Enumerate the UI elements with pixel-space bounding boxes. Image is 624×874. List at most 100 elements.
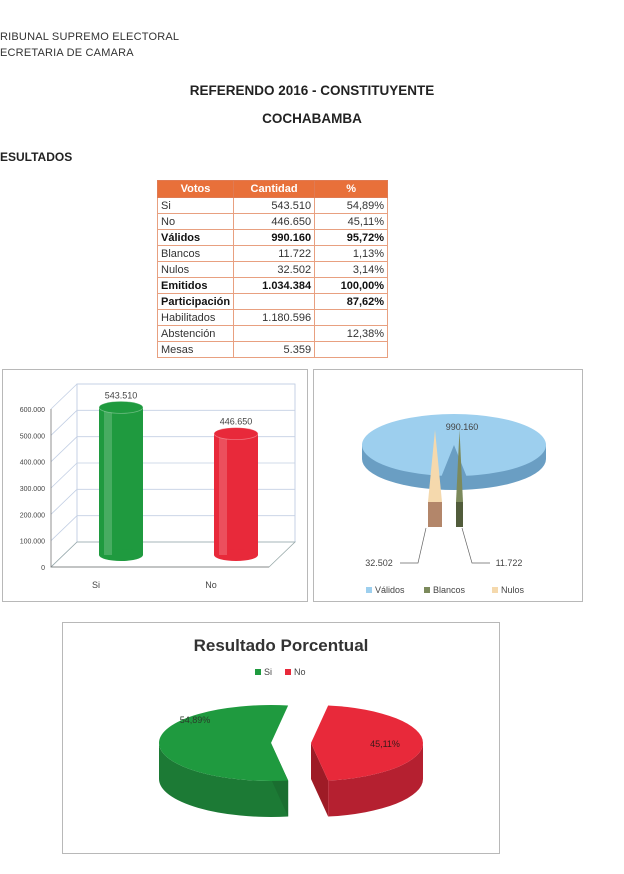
y-tick-label: 200.000 — [20, 512, 45, 519]
bar-top — [213, 427, 259, 441]
org-department: ECRETARIA DE CAMARA — [0, 47, 134, 59]
y-tick-label: 100.000 — [20, 539, 45, 546]
pie-slice-side — [159, 743, 289, 817]
pie-slice-side — [328, 743, 423, 817]
legend-entry: Si — [264, 667, 272, 677]
pie-slice — [158, 705, 289, 781]
row-label: No — [156, 213, 235, 230]
bar-highlight — [104, 407, 112, 555]
row-cantidad: 1.034.384 — [233, 277, 316, 294]
row-label: Emitidos — [156, 277, 235, 294]
header-percent: % — [314, 180, 389, 198]
bar-chart-canvas: 0 100.000 200.000 300.000 400.000 500.000 600.… — [20, 383, 296, 590]
row-cantidad — [233, 293, 316, 310]
row-label: Habilitados — [156, 309, 235, 326]
pie-chart-canvas: 990.160 32.502 11.722 Válidos Blancos Nulos — [362, 414, 546, 595]
row-cantidad — [233, 325, 316, 342]
header-votos: Votos — [156, 180, 235, 198]
table-row: No 446.650 45,11% — [156, 213, 389, 230]
row-cantidad: 543.510 — [233, 197, 316, 214]
row-percent — [314, 341, 389, 358]
votes-bar-chart: 0 100.000 200.000 300.000 400.000 500.000 600.… — [2, 369, 308, 602]
leader-line — [461, 527, 490, 564]
table-row: Nulos 32.502 3,14% — [156, 261, 389, 278]
legend-entry: No — [294, 667, 306, 677]
table-row: Válidos 990.160 95,72% — [156, 229, 389, 246]
percentage-pie-chart: Resultado Porcentual Si No 54,89% 45,11% — [62, 622, 500, 854]
bar-data-label: 543.510 — [105, 390, 138, 400]
table-row: Mesas 5.359 — [156, 341, 389, 358]
table-row: Emitidos 1.034.384 100,00% — [156, 277, 389, 294]
bar-highlight — [219, 433, 227, 555]
row-cantidad: 1.180.596 — [233, 309, 316, 326]
x-tick-label: Si — [92, 580, 100, 590]
page-subtitle: COCHABAMBA — [262, 111, 362, 126]
bar-data-label: 446.650 — [220, 417, 253, 427]
row-label: Blancos — [156, 245, 235, 262]
pie-slice-side — [428, 502, 442, 527]
pie-slice — [311, 705, 423, 781]
row-label: Participación — [156, 293, 235, 310]
pie-data-label: 32.502 — [365, 558, 393, 568]
row-percent: 45,11% — [314, 213, 389, 230]
gridline — [50, 409, 295, 436]
pie-slice — [456, 430, 463, 502]
y-tick-label: 300.000 — [20, 486, 45, 493]
row-percent — [314, 309, 389, 326]
legend-swatch — [285, 669, 291, 675]
pie-slice — [428, 430, 442, 502]
bar-base — [214, 549, 258, 561]
page-title: REFERENDO 2016 - CONSTITUYENTE — [189, 83, 435, 98]
y-tick-label: 600.000 — [20, 407, 45, 414]
pie-data-label: 11.722 — [496, 558, 523, 568]
legend-swatch — [255, 669, 261, 675]
gridline — [50, 541, 295, 568]
legend-entry: Válidos — [375, 585, 405, 595]
row-percent: 95,72% — [314, 229, 389, 246]
section-heading: ESULTADOS — [0, 150, 73, 164]
y-tick-label: 0 — [41, 565, 45, 572]
table-row: Abstención 12,38% — [156, 325, 389, 342]
row-label: Válidos — [156, 229, 235, 246]
bar-top — [98, 400, 144, 414]
row-percent: 87,62% — [314, 293, 389, 310]
chart-title: Resultado Porcentual — [194, 636, 369, 655]
legend-swatch — [424, 587, 430, 593]
row-percent: 3,14% — [314, 261, 389, 278]
row-cantidad: 446.650 — [233, 213, 316, 230]
table-row: Blancos 11.722 1,13% — [156, 245, 389, 262]
row-label: Abstención — [156, 325, 235, 342]
row-cantidad: 32.502 — [233, 261, 316, 278]
pie-data-label: 54,89% — [180, 715, 211, 725]
row-percent: 100,00% — [314, 277, 389, 294]
bar-base — [99, 549, 143, 561]
bar — [99, 407, 143, 555]
legend-swatch — [366, 587, 372, 593]
table-row: Habilitados 1.180.596 — [156, 309, 389, 326]
row-percent: 54,89% — [314, 197, 389, 214]
turnout-pie-chart: 990.160 32.502 11.722 Válidos Blancos Nulos — [313, 369, 583, 602]
legend-entry: Nulos — [501, 585, 525, 595]
row-label: Mesas — [156, 341, 235, 358]
org-name: RIBUNAL SUPREMO ELECTORAL — [0, 31, 180, 43]
row-percent: 1,13% — [314, 245, 389, 262]
results-table: Votos Cantidad % Si 543.510 54,89% No 446.65… — [156, 180, 389, 358]
row-label: Nulos — [156, 261, 235, 278]
leader-line — [400, 527, 427, 564]
y-tick-label: 400.000 — [20, 460, 45, 467]
plot-floor — [50, 541, 296, 568]
percentage-chart-canvas: Resultado Porcentual Si No 54,89% 45,11% — [158, 636, 423, 817]
legend-entry: Blancos — [433, 585, 466, 595]
row-cantidad: 5.359 — [233, 341, 316, 358]
pie-slice-side — [311, 743, 329, 817]
row-cantidad: 990.160 — [233, 229, 316, 246]
row-label: Si — [156, 197, 235, 214]
table-row: Si 543.510 54,89% — [156, 197, 389, 214]
bar — [214, 433, 258, 555]
pie-slice — [362, 414, 546, 476]
legend-swatch — [492, 587, 498, 593]
pie-data-label: 990.160 — [446, 422, 479, 432]
header-cantidad: Cantidad — [233, 180, 316, 198]
gridline — [50, 383, 295, 410]
y-tick-label: 500.000 — [20, 433, 45, 440]
